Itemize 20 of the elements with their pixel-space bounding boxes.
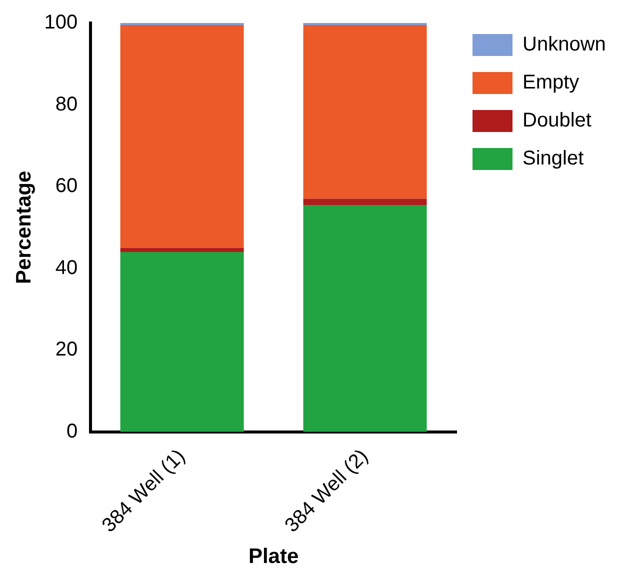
bar (303, 198, 427, 205)
y-tick-label: 20 (55, 338, 78, 361)
bar (120, 252, 244, 432)
y-tick-label: 40 (55, 256, 78, 279)
bar (120, 248, 244, 252)
x-tick-label: 384 Well (1) (98, 445, 190, 537)
bar (303, 25, 427, 199)
y-axis-title: Percentage (12, 170, 36, 284)
x-tick-label: 384 Well (2) (280, 445, 372, 537)
y-tick-label: 100 (44, 12, 78, 34)
legend-label: Doublet (522, 110, 592, 132)
x-axis-title: Plate (248, 545, 299, 568)
y-tick-label: 0 (66, 420, 78, 442)
legend-label: Unknown (522, 34, 606, 56)
legend-label: Empty (522, 72, 580, 94)
legend-label: Singlet (522, 148, 584, 170)
y-tick-label: 80 (55, 93, 78, 116)
y-tick-label: 60 (55, 175, 78, 198)
bar (120, 25, 244, 248)
bar (303, 204, 427, 432)
